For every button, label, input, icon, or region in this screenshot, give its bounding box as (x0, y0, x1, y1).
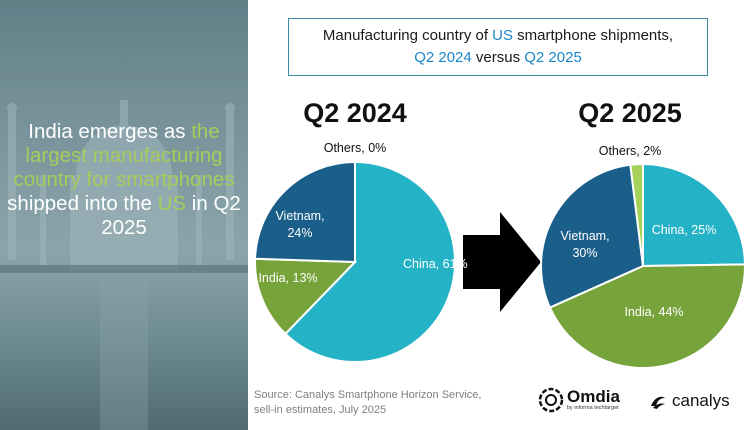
pie-slice-china (284, 160, 456, 363)
headline-text: India emerges as the largest manufacturi… (7, 120, 241, 239)
pie-label-china: China, 25% (652, 223, 717, 237)
pie-slice-vietnam (540, 163, 645, 309)
pie-slice-india (254, 257, 358, 336)
pie-label-vietnam: Vietnam, 30% (560, 229, 609, 260)
pie-slice-india (548, 263, 746, 369)
pie-label-others: Others, 2% (599, 144, 662, 158)
omdia-logo: Omdia by informa techtarget (538, 387, 620, 413)
pie-label-india: India, 13% (258, 271, 317, 285)
omdia-logo-icon (538, 387, 564, 413)
transition-arrow (463, 212, 541, 312)
chart-area: Manufacturing country of US smartphone s… (248, 0, 750, 430)
logos: Omdia by informa techtarget canalys (538, 385, 748, 421)
pie-label-india: India, 44% (624, 305, 683, 319)
taj-mahal-image (0, 100, 248, 430)
canalys-logo-icon (651, 396, 665, 409)
pie-title: Q2 2024 (303, 98, 407, 128)
pie-slice-vietnam (254, 160, 356, 264)
pie-label-china: China, 61% (403, 257, 468, 271)
pie-label-vietnam: Vietnam, 24% (275, 209, 324, 240)
pie-title: Q2 2025 (578, 98, 682, 128)
pie-charts: Q2 2024 China, 61% India, 13% Vietnam, 24% Ot… (254, 98, 747, 369)
pie-slice-others (629, 162, 644, 267)
pie-slice-china (642, 162, 747, 268)
chart-title: Manufacturing country of US smartphone s… (288, 18, 708, 76)
canalys-logo: canalys (648, 391, 730, 411)
pie-label-others: Others, 0% (324, 141, 387, 155)
background-photo-panel: India emerges as the largest manufacturi… (0, 0, 248, 430)
source-note: Source: Canalys Smartphone Horizon Servi… (254, 389, 482, 416)
